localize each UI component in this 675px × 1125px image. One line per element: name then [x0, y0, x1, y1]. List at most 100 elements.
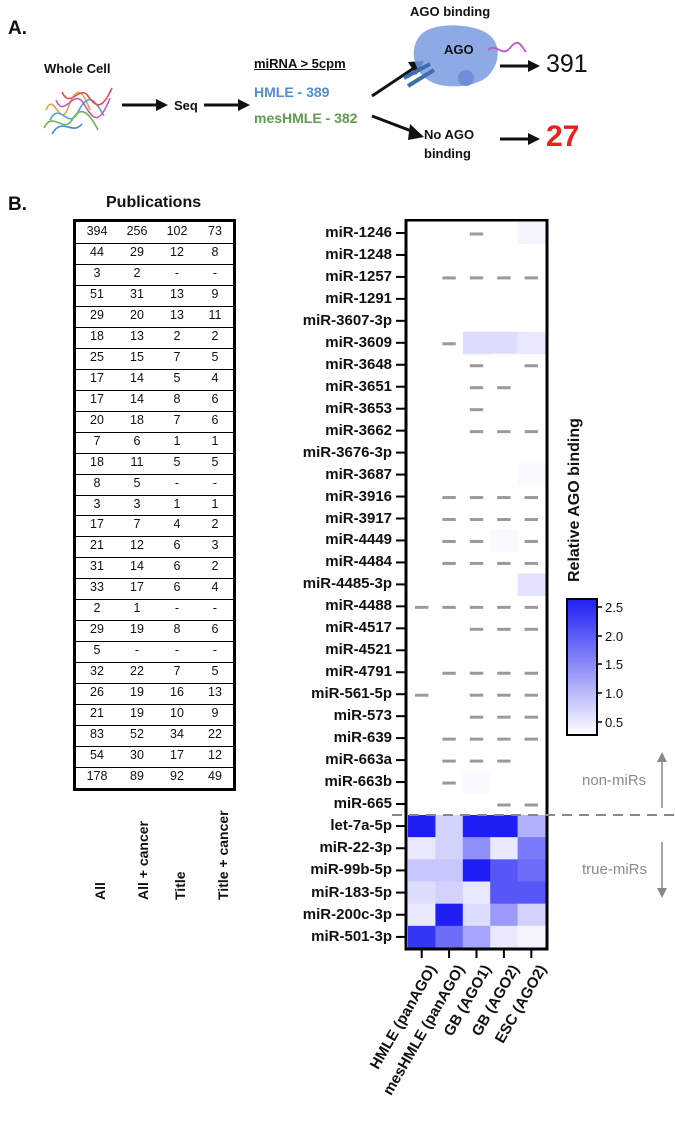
mirna-label: miR-663b	[324, 773, 392, 791]
heatmap-cell	[462, 859, 491, 882]
table-row: 18 13 2 2	[76, 327, 233, 349]
mirna-label: miR-639	[333, 729, 392, 747]
no-ago-label-line1: No AGO	[424, 127, 475, 142]
heatmap-cell	[517, 881, 546, 905]
heatmap-cell	[490, 331, 519, 355]
table-cell: 31	[90, 559, 104, 574]
heatmap-cell	[490, 397, 519, 421]
table-cell: 3	[93, 496, 101, 511]
table-cell: 7	[173, 349, 181, 364]
table-cell: 22	[130, 664, 144, 679]
heatmap-cell	[490, 353, 519, 377]
colorbar-tick: 1.5	[605, 657, 624, 672]
table-cell: 2	[211, 517, 219, 532]
heatmap-cell	[435, 815, 464, 838]
table-cell: 6	[173, 559, 181, 574]
table-row: 21 12 6 3	[76, 536, 233, 559]
table-row: 3 2 - -	[76, 264, 233, 286]
mirna-label: miR-1248	[325, 245, 392, 263]
table-row: 83 52 34 22	[76, 725, 233, 748]
table-row: 33 17 6 4	[76, 578, 233, 601]
table-cell: 6	[211, 622, 219, 637]
mirna-label: miR-3676-3p	[302, 443, 392, 461]
table-cell: 3	[211, 538, 219, 553]
mirna-label: miR-1257	[325, 267, 392, 285]
heatmap-cell	[435, 222, 464, 245]
table-cell: 2	[211, 559, 219, 574]
table-cell: 9	[211, 706, 219, 721]
table-cell: 31	[130, 286, 144, 301]
table-row: 18 11 5 5	[76, 453, 233, 475]
publication-column-label: All + cancer	[135, 821, 151, 900]
table-cell: 2	[211, 328, 219, 343]
heatmap-cell	[435, 903, 464, 927]
table-cell: 20	[90, 412, 104, 427]
table-cell: 25	[90, 349, 104, 364]
table-cell: 4	[211, 580, 219, 595]
publication-column-label: All	[92, 882, 108, 900]
table-cell: -	[212, 643, 218, 658]
mirna-label: miR-501-3p	[311, 927, 392, 945]
heatmap-cell	[517, 639, 546, 662]
table-cell: 8	[173, 622, 181, 637]
heatmap-cell	[462, 837, 491, 860]
mirna-label: miR-99b-5p	[310, 861, 392, 879]
heatmap-cell	[462, 463, 491, 487]
heatmap-cell	[517, 573, 546, 596]
table-cell: 5	[173, 370, 181, 385]
heatmap-cell	[490, 925, 519, 949]
table-cell: 22	[208, 727, 222, 742]
table-cell: 19	[130, 706, 144, 721]
ago-binding-label: AGO binding	[410, 4, 491, 19]
heatmap-cell	[408, 815, 436, 838]
table-cell: 18	[130, 412, 144, 427]
table-row: 29 20 13 11	[76, 306, 233, 328]
table-cell: 102	[166, 224, 188, 238]
heatmap-cell	[517, 441, 546, 465]
table-cell: 30	[130, 748, 144, 763]
table-cell: 5	[93, 643, 101, 658]
table-cell: 83	[90, 727, 104, 742]
table-row: 7 6 1 1	[76, 432, 233, 454]
table-cell: 29	[90, 622, 104, 637]
heatmap-cell	[490, 771, 519, 794]
table-cell: 4	[211, 370, 219, 385]
heatmap-cell	[408, 727, 436, 750]
heatmap-cell	[517, 771, 546, 794]
arrow-down-icon	[371, 114, 424, 140]
table-cell: 1	[133, 601, 141, 616]
heatmap-cell	[408, 859, 436, 882]
table-cell: 73	[208, 224, 222, 238]
heatmap-cell	[517, 837, 546, 860]
table-cell: 14	[130, 370, 144, 385]
heatmap-cell	[462, 925, 491, 949]
mirna-label: miR-4485-3p	[302, 575, 392, 593]
table-cell: 3	[93, 265, 101, 280]
non-mirs-label: non-miRs	[582, 772, 647, 789]
seq-label: Seq	[174, 98, 198, 113]
table-cell: 7	[173, 664, 181, 679]
table-cell: 17	[90, 391, 104, 406]
heatmap-cell	[517, 375, 546, 399]
table-cell: 6	[173, 580, 181, 595]
heatmap-cell	[490, 639, 519, 662]
heatmap-cell	[408, 309, 436, 333]
table-cell: 4	[173, 517, 181, 532]
publications-table: 394 256 102 73 44 29 12 8 3 2- -51 31 13 9 29 20 13 11 18 1…	[73, 219, 236, 791]
heatmap-cell	[490, 441, 519, 465]
table-row: 54 30 17 12	[76, 746, 233, 769]
panel-b-label: B.	[8, 194, 27, 215]
table-cell: 256	[126, 224, 148, 238]
heatmap-cell	[408, 353, 436, 377]
heatmap-cell	[462, 573, 491, 596]
table-cell: 1	[211, 433, 219, 448]
heatmap-cell	[408, 705, 436, 728]
heatmap-cell	[408, 419, 436, 443]
table-cell: -	[174, 643, 180, 658]
colorbar	[566, 598, 602, 736]
mirna-label: miR-3653	[325, 399, 392, 417]
heatmap-cell	[435, 309, 464, 333]
mirna-label: let-7a-5p	[330, 817, 392, 835]
table-row: 44 29 12 8	[76, 243, 233, 265]
heatmap-cell	[408, 463, 436, 487]
